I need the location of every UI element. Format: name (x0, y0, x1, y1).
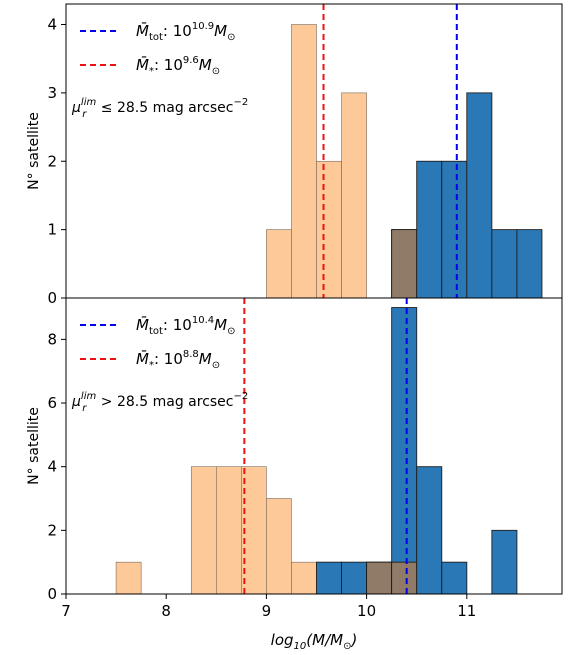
stellar-mass-bar (291, 561, 317, 595)
x-axis-label: log10(M/M⊙) (271, 631, 358, 652)
stellar-mass-bar (115, 561, 142, 595)
y-axis-label: N° satellite (26, 407, 42, 485)
stellar-mass-bar (266, 498, 292, 595)
total-mass-bar (466, 92, 493, 299)
stellar-mass-bar (266, 229, 292, 299)
overlap-bar (366, 561, 393, 595)
y-axis-label: N° satellite (26, 112, 42, 190)
x-tick-label: 10 (357, 602, 376, 620)
y-tick-label: 6 (47, 394, 57, 412)
x-tick-label: 11 (457, 602, 476, 620)
y-tick-label: 2 (47, 521, 57, 539)
total-mass-bar (491, 229, 518, 299)
total-mass-bar (416, 160, 443, 299)
y-tick-label: 4 (47, 458, 57, 476)
total-mass-bar (416, 466, 443, 595)
stellar-mass-bar (341, 92, 367, 299)
stellar-mass-bar (241, 466, 267, 595)
surface-brightness-annotation: μlim r > 28.5 mag arcsec−2 (71, 391, 248, 414)
total-mass-bar (316, 561, 343, 595)
y-tick-label: 3 (47, 84, 57, 102)
total-mass-bar (441, 561, 468, 595)
total-mass-bar (491, 529, 518, 595)
total-mass-bar (441, 160, 468, 299)
stellar-mass-bar (316, 160, 342, 299)
x-tick-label: 9 (262, 602, 272, 620)
x-tick-label: 8 (161, 602, 171, 620)
y-tick-label: 0 (47, 585, 57, 603)
overlap-bar (391, 229, 418, 299)
legend-label: M̄*: 109.6M⊙ (136, 55, 220, 77)
total-mass-bar (341, 561, 368, 595)
x-tick-label: 7 (61, 602, 71, 620)
axes-frame (65, 297, 563, 595)
y-tick-label: 2 (47, 152, 57, 170)
overlap-bar (391, 561, 418, 595)
total-mass-bar (391, 307, 418, 595)
y-tick-label: 8 (47, 330, 57, 348)
bottom-panel: 0 2 4 6 8 N° satellite M̄tot: 1010.4M⊙ M̄*: 108… (26, 297, 563, 620)
x-axis-label-text: log10(M/M⊙) (271, 631, 358, 652)
legend-label: M̄tot: 1010.9M⊙ (136, 21, 235, 43)
stellar-mass-bar (291, 24, 317, 299)
surface-brightness-annotation: μlim r ≤ 28.5 mag arcsec−2 (71, 97, 248, 120)
top-panel: 0 1 2 3 4 N° satellite M̄tot: 1010.9M⊙ M̄*: 109… (26, 3, 563, 307)
y-tick-label: 4 (47, 16, 57, 34)
stellar-mass-bar (190, 466, 217, 595)
y-tick-label: 0 (47, 289, 57, 307)
stellar-mass-bar (216, 466, 242, 595)
legend-label: M̄tot: 1010.4M⊙ (136, 315, 235, 337)
total-mass-bar (516, 229, 543, 299)
legend-label: M̄*: 108.8M⊙ (136, 349, 220, 371)
y-tick-label: 1 (47, 221, 57, 239)
